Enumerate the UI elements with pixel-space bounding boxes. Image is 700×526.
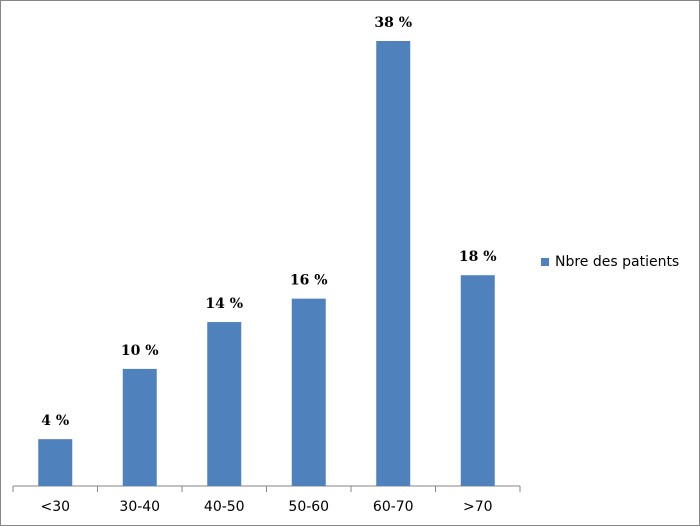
value-label: 38 % — [374, 15, 412, 31]
bar — [460, 275, 495, 486]
legend-swatch — [541, 258, 549, 266]
x-tick-label: 60-70 — [373, 499, 414, 515]
x-tick-label: <30 — [40, 499, 70, 515]
x-tick-label: >70 — [463, 499, 493, 515]
x-tick-label: 40-50 — [204, 499, 245, 515]
bar — [376, 41, 411, 486]
value-label: 18 % — [459, 249, 497, 265]
bar — [291, 298, 326, 486]
legend-label: Nbre des patients — [555, 254, 679, 270]
bar — [38, 439, 73, 486]
value-label: 4 % — [41, 413, 69, 429]
bar — [122, 368, 157, 486]
value-label: 16 % — [290, 273, 328, 289]
x-tick-label: 50-60 — [288, 499, 329, 515]
x-tick-label: 30-40 — [119, 499, 160, 515]
value-label: 14 % — [205, 296, 243, 312]
bar — [207, 322, 242, 486]
value-label: 10 % — [121, 343, 159, 359]
